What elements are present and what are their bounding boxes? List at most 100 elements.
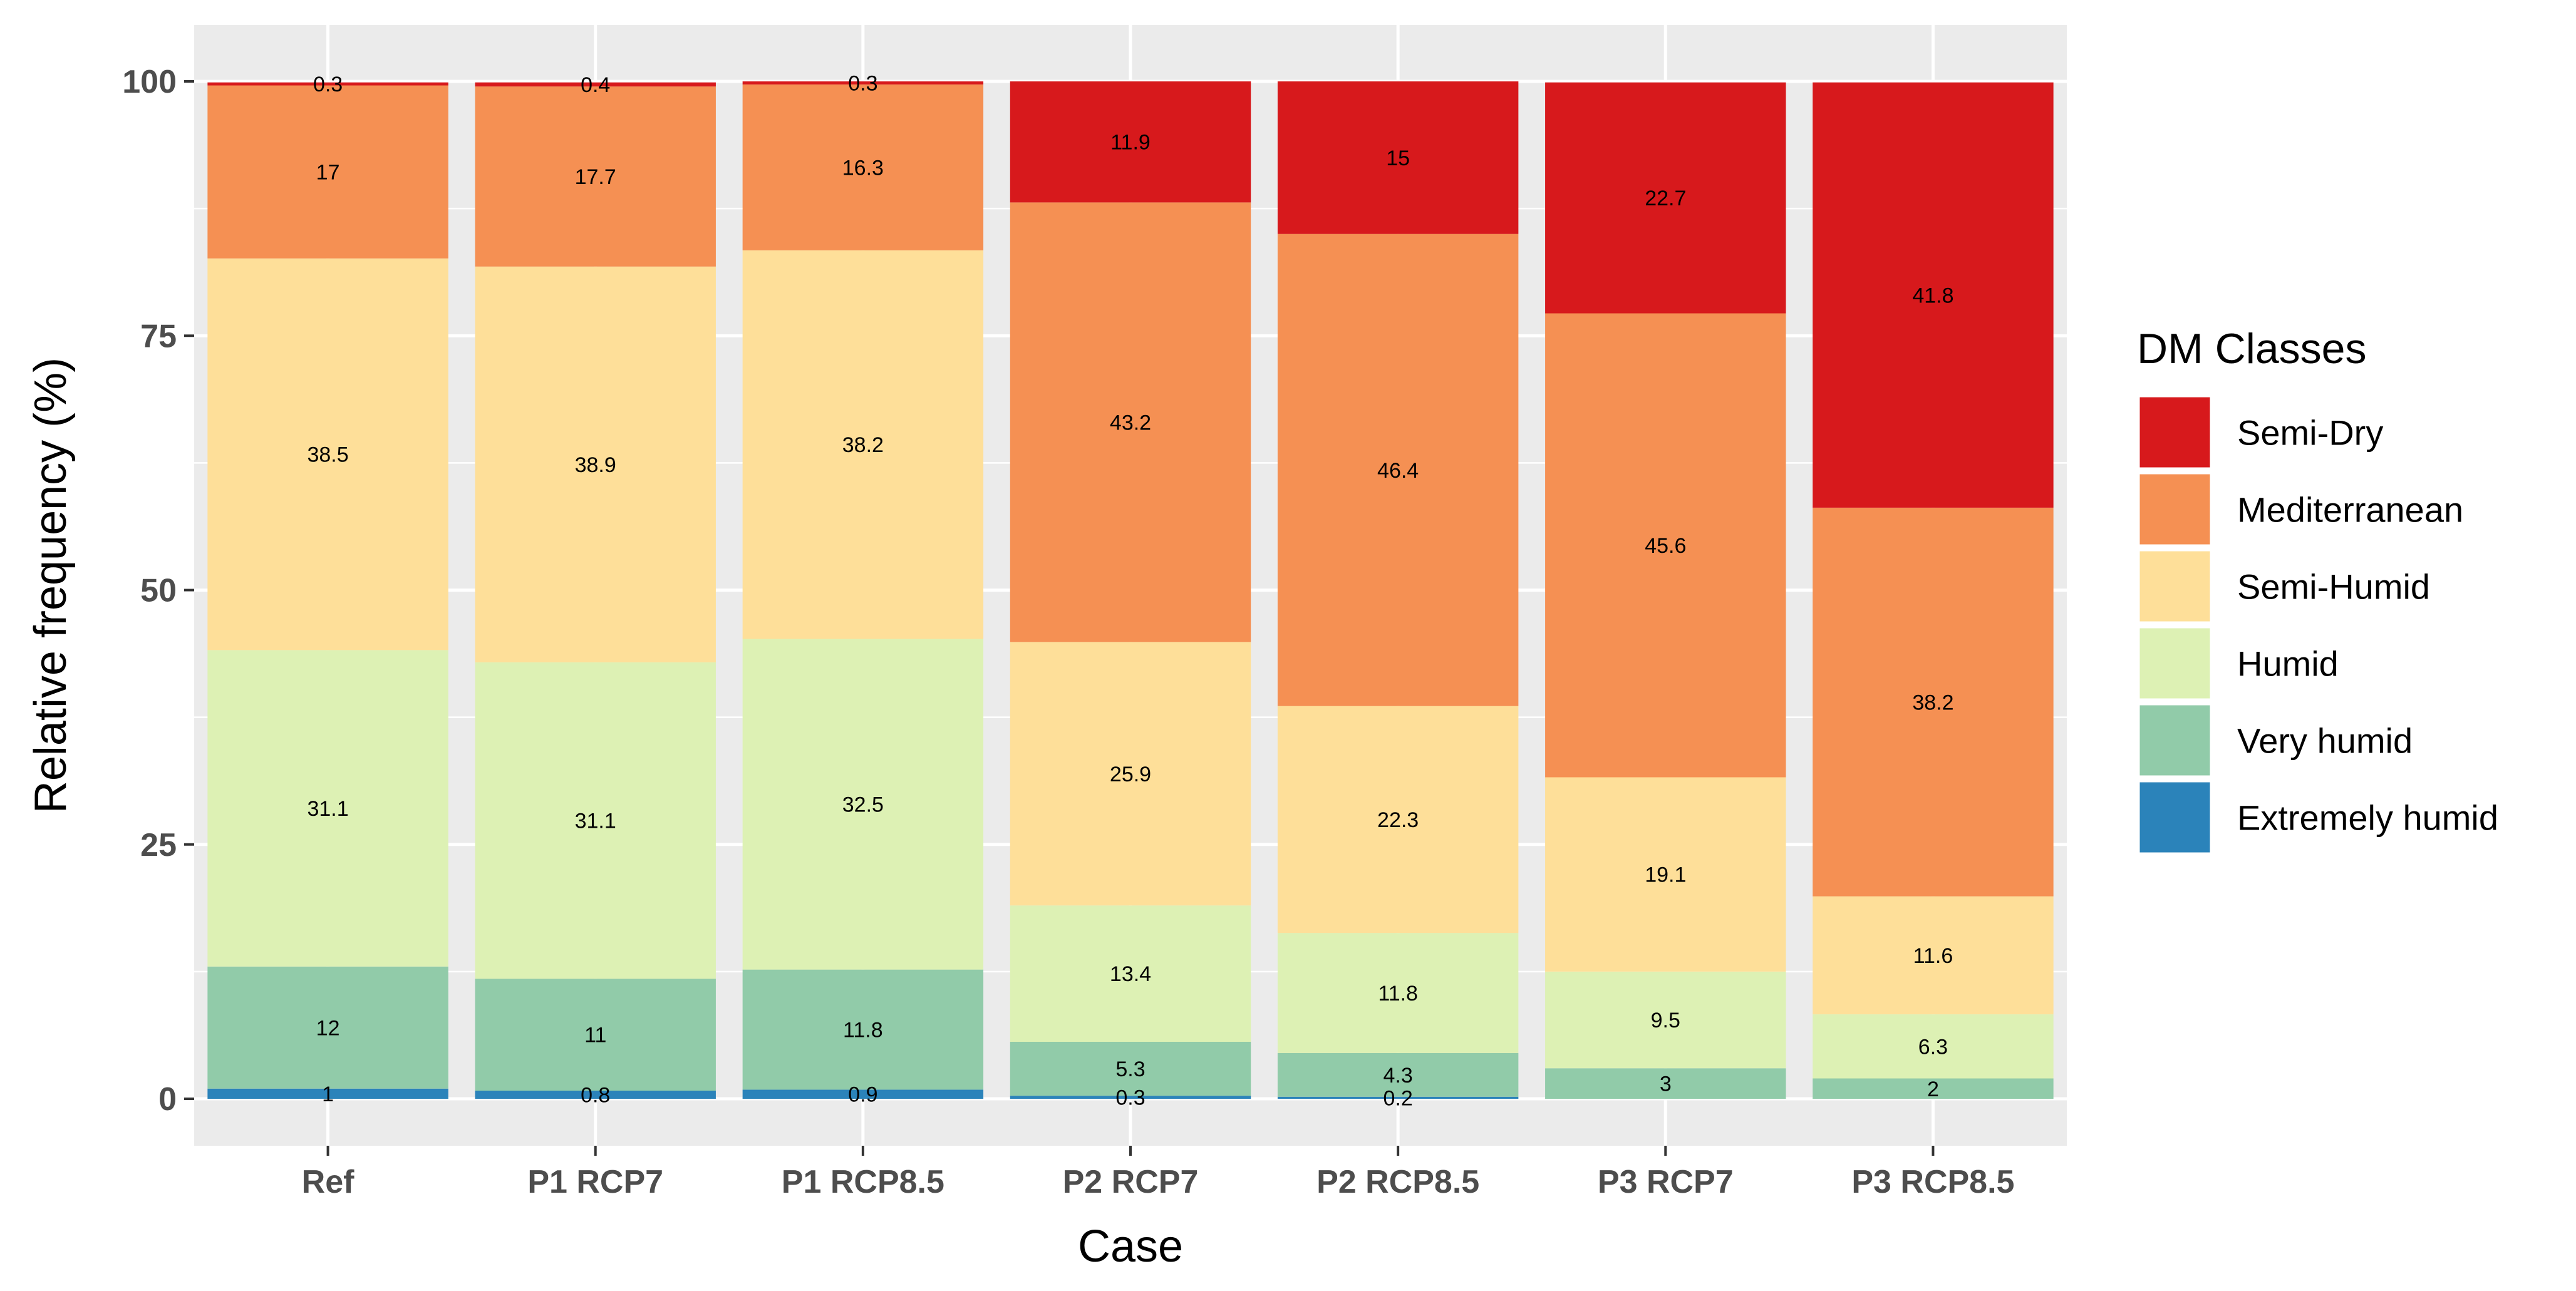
data-label-p1-rcp8-5-mediterranean: 16.3 — [842, 156, 884, 180]
x-tick-label-ref: Ref — [302, 1164, 354, 1200]
bar-segment-p2-rcp7-humid — [1010, 905, 1251, 1042]
data-label-p1-rcp7-semi-dry: 0.4 — [581, 73, 610, 97]
bar-segment-p2-rcp8-5-very-humid — [1277, 1052, 1519, 1097]
data-label-ref-semi-humid: 38.5 — [307, 443, 348, 467]
bar-segment-p1-rcp8-5-semi-dry — [742, 81, 984, 85]
bar-segment-p1-rcp8-5-very-humid — [742, 969, 984, 1090]
data-label-p2-rcp8-5-semi-dry: 15 — [1386, 147, 1410, 170]
y-tick-label: 50 — [140, 573, 177, 609]
legend-label-mediterranean: Mediterranean — [2237, 490, 2463, 530]
bar-segment-ref-semi-dry — [207, 82, 448, 86]
bar-segment-p1-rcp7-humid — [475, 662, 716, 979]
bar-segment-p3-rcp7-humid — [1545, 971, 1786, 1069]
bar-segment-p3-rcp7-semi-dry — [1545, 82, 1786, 314]
data-label-p2-rcp8-5-humid: 11.8 — [1378, 982, 1418, 1006]
bar-segment-p3-rcp8-5-very-humid — [1813, 1078, 2054, 1099]
x-tick-label-p3-rcp7: P3 RCP7 — [1598, 1164, 1734, 1200]
data-label-p2-rcp8-5-extremely-humid: 0.2 — [1384, 1086, 1413, 1110]
data-label-p2-rcp8-5-mediterranean: 46.4 — [1377, 459, 1419, 483]
data-label-p1-rcp7-humid: 31.1 — [575, 810, 616, 833]
data-label-p1-rcp8-5-humid: 32.5 — [842, 793, 884, 817]
legend-label-semi-humid: Semi-Humid — [2237, 567, 2430, 607]
legend-key-humid — [2138, 626, 2212, 701]
bar-segment-ref-semi-humid — [207, 258, 448, 651]
bar-segment-p3-rcp7-very-humid — [1545, 1068, 1786, 1099]
data-label-p2-rcp7-mediterranean: 43.2 — [1110, 411, 1151, 435]
data-label-ref-very-humid: 12 — [316, 1016, 340, 1040]
x-tick-label-p2-rcp7: P2 RCP7 — [1063, 1164, 1199, 1200]
data-label-p3-rcp8-5-very-humid: 2 — [1927, 1078, 1939, 1101]
x-tick-label-p1-rcp8-5: P1 RCP8.5 — [782, 1164, 944, 1200]
data-label-p3-rcp8-5-semi-dry: 41.8 — [1912, 284, 1953, 307]
bar-segment-p1-rcp8-5-humid — [742, 639, 984, 970]
legend-label-semi-dry: Semi-Dry — [2237, 413, 2383, 453]
legend-label-humid: Humid — [2237, 644, 2339, 684]
bar-segment-p1-rcp8-5-extremely-humid — [742, 1089, 984, 1099]
legend-key-very-humid — [2138, 703, 2212, 778]
bar-segment-p1-rcp7-semi-humid — [475, 266, 716, 662]
data-label-p1-rcp8-5-semi-humid: 38.2 — [842, 433, 884, 457]
x-tick-label-p3-rcp8-5: P3 RCP8.5 — [1851, 1164, 2014, 1200]
data-label-p3-rcp7-very-humid: 3 — [1660, 1072, 1672, 1096]
legend-key-semi-dry — [2138, 395, 2212, 470]
data-label-p3-rcp7-semi-humid: 19.1 — [1645, 863, 1686, 887]
data-label-p2-rcp7-humid: 13.4 — [1110, 962, 1151, 986]
x-tick-label-p2-rcp8-5: P2 RCP8.5 — [1316, 1164, 1479, 1200]
data-label-ref-extremely-humid: 1 — [322, 1083, 334, 1106]
segment-labels: 1 12 31.1 38.5 17 0.3 0.8 11 31.1 38.9 17.7 0.4 0.9 1… — [307, 71, 1953, 1110]
data-label-p3-rcp7-semi-dry: 22.7 — [1645, 187, 1686, 210]
bar-segment-p2-rcp7-mediterranean — [1010, 202, 1251, 642]
legend-key-semi-humid — [2138, 549, 2212, 624]
legend: DM Classes Semi-Dry Mediterranean Semi-Hum… — [2137, 325, 2498, 855]
data-label-p1-rcp8-5-semi-dry: 0.3 — [848, 71, 877, 95]
bar-segment-p2-rcp8-5-semi-dry — [1277, 81, 1519, 234]
bar-segment-p2-rcp8-5-mediterranean — [1277, 234, 1519, 706]
bar-segment-p1-rcp7-extremely-humid — [475, 1091, 716, 1099]
data-label-p1-rcp7-mediterranean: 17.7 — [575, 165, 616, 189]
bar-segment-p1-rcp7-very-humid — [475, 979, 716, 1091]
bar-segment-p1-rcp7-mediterranean — [475, 86, 716, 267]
data-label-p3-rcp8-5-humid: 6.3 — [1918, 1035, 1948, 1059]
bar-segment-p3-rcp8-5-semi-dry — [1813, 82, 2054, 508]
bar-segment-ref-very-humid — [207, 966, 448, 1089]
bar-segment-p2-rcp7-very-humid — [1010, 1042, 1251, 1096]
bar-segment-p3-rcp8-5-semi-humid — [1813, 896, 2054, 1015]
y-axis-title: Relative frequency (%) — [26, 357, 76, 813]
x-tick-label-p1-rcp7: P1 RCP7 — [527, 1164, 663, 1200]
y-tick-label: 0 — [158, 1081, 177, 1118]
bar-segment-p3-rcp8-5-humid — [1813, 1014, 2054, 1079]
bar-segment-p2-rcp8-5-humid — [1277, 933, 1519, 1053]
legend-title: DM Classes — [2137, 325, 2367, 373]
bar-segment-ref-extremely-humid — [207, 1088, 448, 1099]
legend-label-very-humid: Very humid — [2237, 721, 2413, 761]
bar-segment-ref-humid — [207, 650, 448, 967]
y-tick-label: 75 — [140, 318, 177, 354]
data-label-p1-rcp7-semi-humid: 38.9 — [575, 453, 616, 477]
data-label-p2-rcp7-semi-dry: 11.9 — [1110, 131, 1151, 155]
bar-segment-p2-rcp8-5-extremely-humid — [1277, 1096, 1519, 1099]
x-axis-title: Case — [1078, 1222, 1183, 1272]
data-label-p2-rcp7-very-humid: 5.3 — [1115, 1057, 1145, 1081]
data-label-p3-rcp8-5-semi-humid: 11.6 — [1913, 944, 1953, 968]
data-label-p1-rcp8-5-very-humid: 11.8 — [843, 1019, 883, 1042]
data-label-p1-rcp7-extremely-humid: 0.8 — [581, 1084, 610, 1108]
bar-segment-p3-rcp8-5-mediterranean — [1813, 507, 2054, 897]
bar-segment-p2-rcp7-semi-dry — [1010, 81, 1251, 203]
x-axis: Ref P1 RCP7 P1 RCP8.5 P2 RCP7 P2 RCP8.5 P3 RC… — [302, 1146, 2014, 1200]
bars — [207, 81, 2054, 1099]
y-axis: 0 25 50 75 100 — [122, 64, 194, 1118]
data-label-p2-rcp7-semi-humid: 25.9 — [1110, 763, 1151, 786]
data-label-p2-rcp8-5-very-humid: 4.3 — [1384, 1064, 1413, 1088]
data-label-ref-mediterranean: 17 — [316, 161, 340, 185]
data-label-p1-rcp7-very-humid: 11 — [584, 1024, 606, 1047]
bar-segment-p2-rcp7-extremely-humid — [1010, 1096, 1251, 1099]
data-label-p1-rcp8-5-extremely-humid: 0.9 — [848, 1083, 877, 1107]
bar-segment-p3-rcp7-semi-humid — [1545, 777, 1786, 972]
bar-segment-p1-rcp8-5-semi-humid — [742, 250, 984, 639]
data-label-ref-semi-dry: 0.3 — [313, 73, 343, 96]
data-label-ref-humid: 31.1 — [307, 797, 348, 821]
bar-segment-ref-mediterranean — [207, 85, 448, 259]
y-tick-label: 100 — [122, 64, 177, 100]
legend-label-extremely-humid: Extremely humid — [2237, 798, 2498, 838]
